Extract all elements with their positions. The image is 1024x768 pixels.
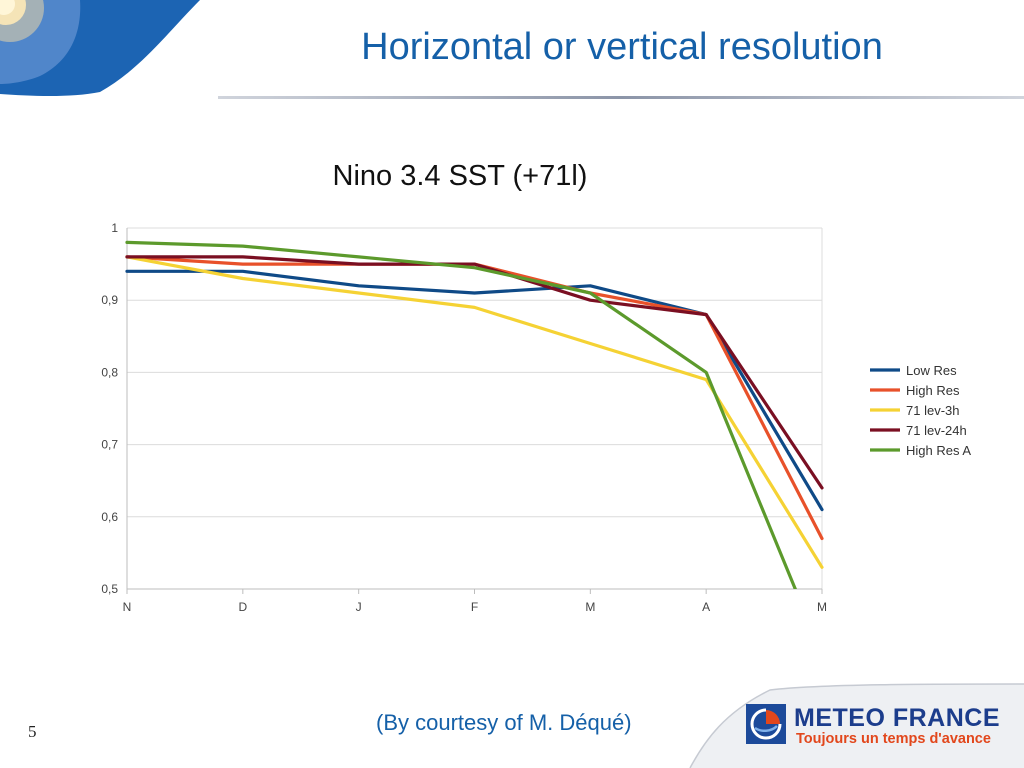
- meteo-france-logo: METEO FRANCE Toujours un temps d'avance: [746, 700, 1006, 752]
- header-decoration: [0, 0, 200, 96]
- legend-label: High Res A: [906, 443, 971, 458]
- y-tick-label: 1: [111, 221, 118, 235]
- x-tick-label: A: [702, 600, 710, 614]
- slide-title: Horizontal or vertical resolution: [361, 26, 883, 68]
- x-tick-label: D: [238, 600, 247, 614]
- y-tick-label: 0,8: [101, 365, 118, 379]
- meteo-france-logo-icon: [746, 704, 786, 744]
- y-tick-label: 0,9: [101, 293, 118, 307]
- y-tick-label: 0,5: [101, 582, 118, 596]
- x-tick-label: M: [817, 600, 827, 614]
- chart-title: Nino 3.4 SST (+71l): [332, 160, 588, 192]
- credit-text: (By courtesy of M. Déqué): [376, 710, 632, 735]
- x-tick-label: N: [123, 600, 132, 614]
- series-line-71-lev-3h: [125, 255, 824, 569]
- x-tick-label: M: [585, 600, 595, 614]
- logo-name: METEO FRANCE: [794, 704, 1000, 732]
- x-tick-label: J: [356, 600, 362, 614]
- series-line-71-lev-24h: [125, 255, 824, 490]
- y-tick-label: 0,7: [101, 438, 118, 452]
- legend-label: 71 lev-3h: [906, 403, 959, 418]
- title-divider: [218, 96, 1024, 99]
- legend-label: 71 lev-24h: [906, 423, 967, 438]
- page-number: 5: [28, 722, 37, 741]
- x-tick-label: F: [471, 600, 478, 614]
- logo-tagline: Toujours un temps d'avance: [796, 731, 991, 747]
- legend-label: Low Res: [906, 363, 957, 378]
- y-tick-label: 0,6: [101, 510, 118, 524]
- legend-label: High Res: [906, 383, 960, 398]
- series-line-high-res-a: [125, 240, 798, 589]
